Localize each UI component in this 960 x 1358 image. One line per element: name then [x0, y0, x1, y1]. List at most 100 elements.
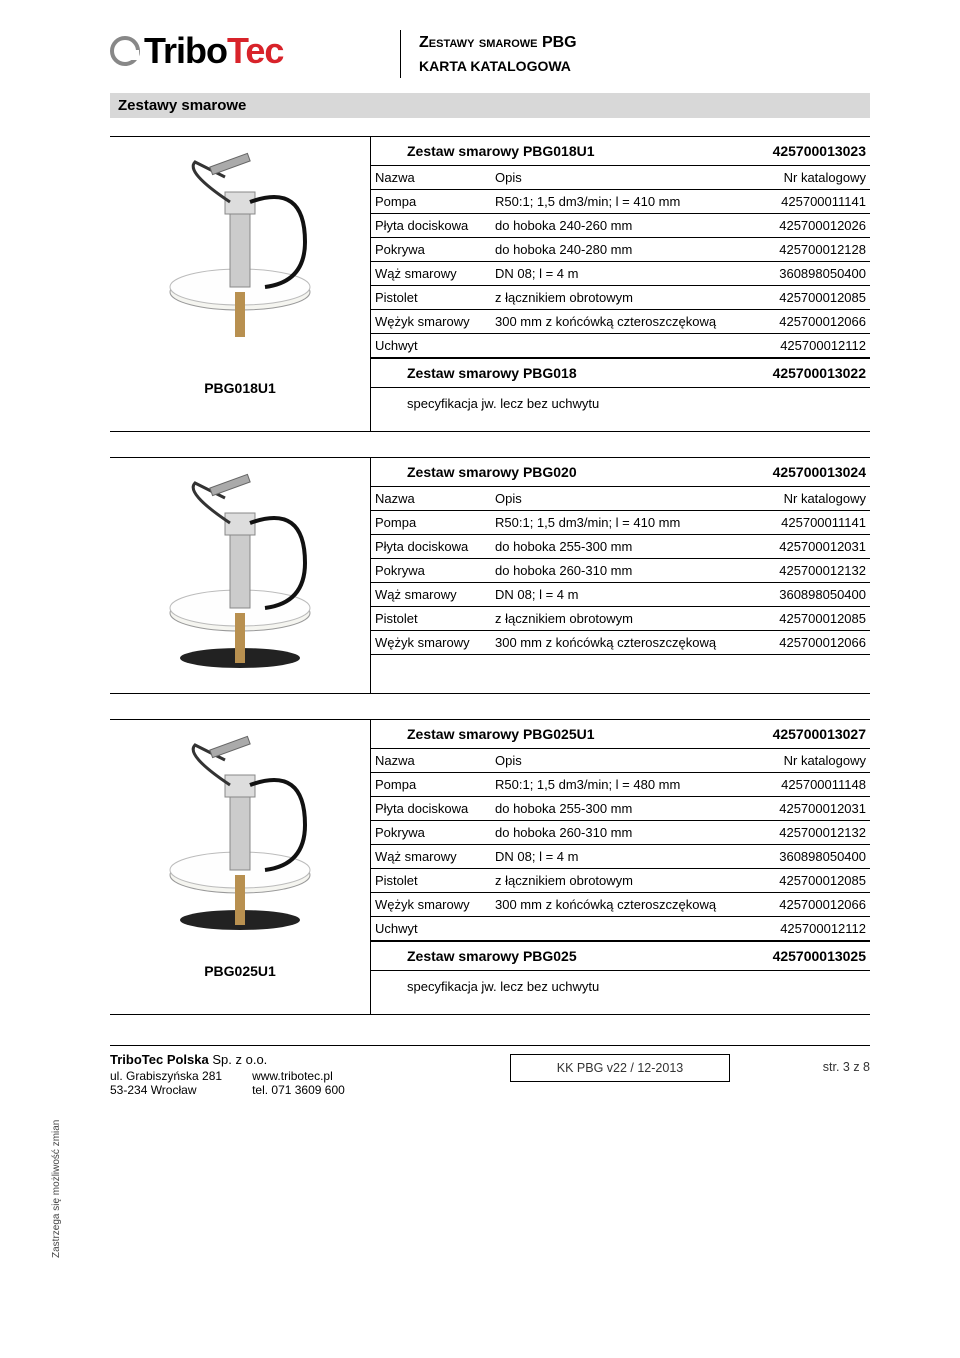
cell-catno: 425700011141 [746, 515, 866, 530]
cell-catno: 425700012085 [746, 290, 866, 305]
cell-desc: do hoboka 260-310 mm [495, 825, 746, 840]
footer-web: www.tribotec.pl [252, 1069, 345, 1083]
cell-catno: 425700012112 [746, 338, 866, 353]
cell-catno: 425700012128 [746, 242, 866, 257]
cell-desc: DN 08; l = 4 m [495, 849, 746, 864]
product-image-col: PBG018U1 [110, 137, 370, 431]
cell-desc: R50:1; 1,5 dm3/min; l = 410 mm [495, 515, 746, 530]
table-row: PompaR50:1; 1,5 dm3/min; l = 410 mm42570… [371, 190, 870, 214]
logo-text-tec: Tec [227, 30, 283, 72]
cell-name: Wąż smarowy [375, 849, 495, 864]
table-row: Płyta dociskowado hoboka 255-300 mm42570… [371, 797, 870, 821]
cell-name: Wąż smarowy [375, 266, 495, 281]
table-row: Wąż smarowyDN 08; l = 4 m360898050400 [371, 845, 870, 869]
kit-alt-note: specyfikacja jw. lecz bez uchwytu [371, 971, 870, 1008]
table-header-row: NazwaOpisNr katalogowy [371, 487, 870, 511]
kit-alt-note: specyfikacja jw. lecz bez uchwytu [371, 388, 870, 425]
cell-catno: 360898050400 [746, 266, 866, 281]
table-row: Uchwyt425700012112 [371, 334, 870, 358]
footer-tel: tel. 071 3609 600 [252, 1083, 345, 1097]
cell-name: Wężyk smarowy [375, 635, 495, 650]
cell-catno: 425700012085 [746, 611, 866, 626]
cell-catno: 425700012085 [746, 873, 866, 888]
footer-addr1: ul. Grabiszyńska 281 [110, 1069, 222, 1083]
table-row: Płyta dociskowado hoboka 255-300 mm42570… [371, 535, 870, 559]
cell-desc: do hoboka 240-260 mm [495, 218, 746, 233]
table-row: Pistoletz łącznikiem obrotowym4257000120… [371, 286, 870, 310]
cell-name: Wężyk smarowy [375, 314, 495, 329]
kit-alt-title-row: Zestaw smarowy PBG025 425700013025 [371, 941, 870, 971]
cell-catno: 425700012031 [746, 539, 866, 554]
cell-name: Pokrywa [375, 242, 495, 257]
cell-catno: 425700012132 [746, 825, 866, 840]
kit-title-row: Zestaw smarowy PBG020425700013024 [371, 458, 870, 487]
cell-desc: do hoboka 260-310 mm [495, 563, 746, 578]
cell-name: Pompa [375, 777, 495, 792]
footer-docref: KK PBG v22 / 12-2013 [510, 1054, 730, 1082]
cell-name: Pompa [375, 515, 495, 530]
kit-alt-title: Zestaw smarowy PBG018 [407, 365, 577, 381]
cell-name: Pistolet [375, 873, 495, 888]
col-header-name: Nazwa [375, 491, 495, 506]
kit-alt-catno: 425700013022 [773, 365, 866, 381]
cell-desc: 300 mm z końcówką czteroszczękową [495, 314, 746, 329]
cell-catno: 425700012066 [746, 897, 866, 912]
product-table-col: Zestaw smarowy PBG025U1425700013027Nazwa… [370, 720, 870, 1014]
table-header-row: NazwaOpisNr katalogowy [371, 749, 870, 773]
cell-catno: 425700012132 [746, 563, 866, 578]
cell-desc: do hoboka 255-300 mm [495, 539, 746, 554]
footer-page: str. 3 z 8 [750, 1052, 870, 1074]
cell-desc: DN 08; l = 4 m [495, 266, 746, 281]
product-image [155, 473, 325, 693]
table-row: Wąż smarowyDN 08; l = 4 m360898050400 [371, 262, 870, 286]
kit-alt-catno: 425700013025 [773, 948, 866, 964]
table-row: Pokrywado hoboka 240-280 mm425700012128 [371, 238, 870, 262]
cell-desc: R50:1; 1,5 dm3/min; l = 480 mm [495, 777, 746, 792]
cell-name: Płyta dociskowa [375, 539, 495, 554]
section-title: Zestawy smarowe [110, 93, 870, 118]
col-header-desc: Opis [495, 491, 746, 506]
kit-title: Zestaw smarowy PBG018U1 [407, 143, 595, 159]
cell-name: Pompa [375, 194, 495, 209]
footer-addr2: 53-234 Wrocław [110, 1083, 222, 1097]
cell-desc: z łącznikiem obrotowym [495, 611, 746, 626]
cell-name: Wężyk smarowy [375, 897, 495, 912]
product-block: Zestaw smarowy PBG020425700013024NazwaOp… [110, 457, 870, 694]
table-row: Płyta dociskowado hoboka 240-260 mm42570… [371, 214, 870, 238]
cell-name: Pokrywa [375, 563, 495, 578]
product-image-col: PBG025U1 [110, 720, 370, 1014]
table-row: Pokrywado hoboka 260-310 mm425700012132 [371, 559, 870, 583]
cell-catno: 425700012112 [746, 921, 866, 936]
cell-name: Płyta dociskowa [375, 801, 495, 816]
page-footer: TriboTec Polska Sp. z o.o. ul. Grabiszyń… [110, 1045, 870, 1097]
header-title-block: Zestawy smarowe PBG KARTA KATALOGOWA [400, 30, 870, 78]
product-image-label: PBG018U1 [204, 380, 276, 396]
table-row: PompaR50:1; 1,5 dm3/min; l = 480 mm42570… [371, 773, 870, 797]
logo-c-icon [110, 36, 140, 66]
header-title-1: Zestawy smarowe PBG [419, 34, 870, 52]
col-header-desc: Opis [495, 753, 746, 768]
cell-catno: 425700011148 [746, 777, 866, 792]
col-header-desc: Opis [495, 170, 746, 185]
cell-name: Uchwyt [375, 921, 495, 936]
logo: TriboTec [110, 30, 370, 72]
cell-catno: 360898050400 [746, 849, 866, 864]
table-row: PompaR50:1; 1,5 dm3/min; l = 410 mm42570… [371, 511, 870, 535]
kit-catno: 425700013027 [773, 726, 866, 742]
table-row: Wężyk smarowy300 mm z końcówką czteroszc… [371, 310, 870, 334]
cell-desc: R50:1; 1,5 dm3/min; l = 410 mm [495, 194, 746, 209]
col-header-name: Nazwa [375, 753, 495, 768]
cell-desc: z łącznikiem obrotowym [495, 290, 746, 305]
cell-catno: 425700012031 [746, 801, 866, 816]
kit-alt-title-row: Zestaw smarowy PBG018 425700013022 [371, 358, 870, 388]
table-row: Pokrywado hoboka 260-310 mm425700012132 [371, 821, 870, 845]
cell-desc: do hoboka 255-300 mm [495, 801, 746, 816]
cell-name: Wąż smarowy [375, 587, 495, 602]
cell-catno: 425700012066 [746, 314, 866, 329]
cell-name: Płyta dociskowa [375, 218, 495, 233]
col-header-catno: Nr katalogowy [746, 491, 866, 506]
cell-desc [495, 338, 746, 353]
product-table-col: Zestaw smarowy PBG018U1425700013023Nazwa… [370, 137, 870, 431]
kit-alt-title: Zestaw smarowy PBG025 [407, 948, 577, 964]
cell-name: Pistolet [375, 611, 495, 626]
